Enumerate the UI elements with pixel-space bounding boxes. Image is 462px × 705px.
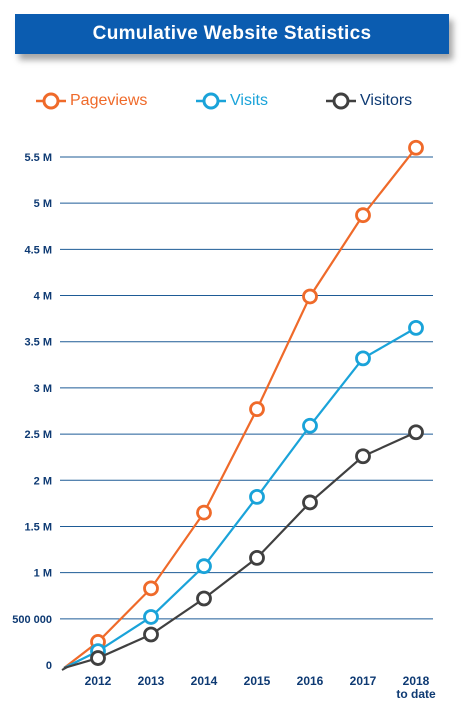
series-line-visitors [63, 431, 417, 670]
title-banner: Cumulative Website Statistics [15, 14, 449, 54]
data-point-visitors [408, 424, 424, 441]
y-tick-label: 3 M [34, 383, 52, 395]
data-point-visitors [196, 590, 212, 607]
data-point-visitors [302, 494, 318, 511]
legend: Pageviews Visits Visitors [0, 86, 462, 116]
data-point-visits [355, 350, 371, 367]
data-point-pageviews [408, 139, 424, 156]
data-point-visits [143, 609, 159, 625]
y-tick-label: 4 M [34, 291, 52, 303]
y-tick-label: 3.5 M [24, 337, 52, 349]
series-line-pageviews [63, 147, 417, 669]
chart-title: Cumulative Website Statistics [92, 23, 372, 44]
data-point-visits [302, 417, 318, 434]
x-tick-label: 2017 [350, 674, 377, 688]
y-tick-label: 5 M [34, 198, 52, 210]
data-point-pageviews [302, 288, 318, 305]
y-tick-label: 500 000 [12, 614, 52, 626]
x-tick-label: to date [396, 687, 436, 701]
y-tick-label: 0 [46, 660, 52, 672]
data-point-visitors [90, 650, 106, 666]
x-tick-label: 2016 [297, 674, 324, 688]
legend-item-visits: Visits [196, 86, 268, 116]
x-tick-label: 2015 [244, 674, 271, 688]
legend-item-visitors: Visitors [326, 86, 412, 116]
legend-marker-visits [196, 92, 226, 110]
data-point-pageviews [355, 207, 371, 224]
x-tick-label: 2013 [138, 674, 165, 688]
legend-label-pageviews: Pageviews [70, 92, 148, 109]
x-tick-label: 2018 [403, 674, 430, 688]
legend-label-visits: Visits [230, 92, 268, 109]
data-point-visits [196, 558, 212, 575]
x-tick-label: 2014 [191, 674, 218, 688]
data-point-visitors [143, 626, 159, 643]
data-point-visitors [355, 448, 371, 465]
legend-label-visitors: Visitors [360, 92, 413, 109]
data-point-pageviews [196, 504, 212, 521]
legend-marker-pageviews [36, 92, 66, 110]
series-line-visits [63, 326, 417, 669]
legend-marker-visitors [326, 92, 356, 110]
data-point-visits [249, 488, 265, 505]
data-point-visits [408, 319, 424, 336]
y-tick-label: 2 M [34, 475, 52, 487]
data-point-pageviews [249, 401, 265, 418]
data-point-pageviews [143, 580, 159, 597]
y-tick-label: 2.5 M [24, 429, 52, 441]
y-tick-label: 1.5 M [24, 521, 52, 533]
y-tick-label: 5.5 M [24, 152, 52, 164]
data-point-visitors [249, 549, 265, 566]
legend-item-pageviews: Pageviews [36, 86, 147, 116]
y-tick-label: 4.5 M [24, 244, 52, 256]
x-tick-label: 2012 [85, 674, 112, 688]
y-tick-label: 1 M [34, 568, 52, 580]
